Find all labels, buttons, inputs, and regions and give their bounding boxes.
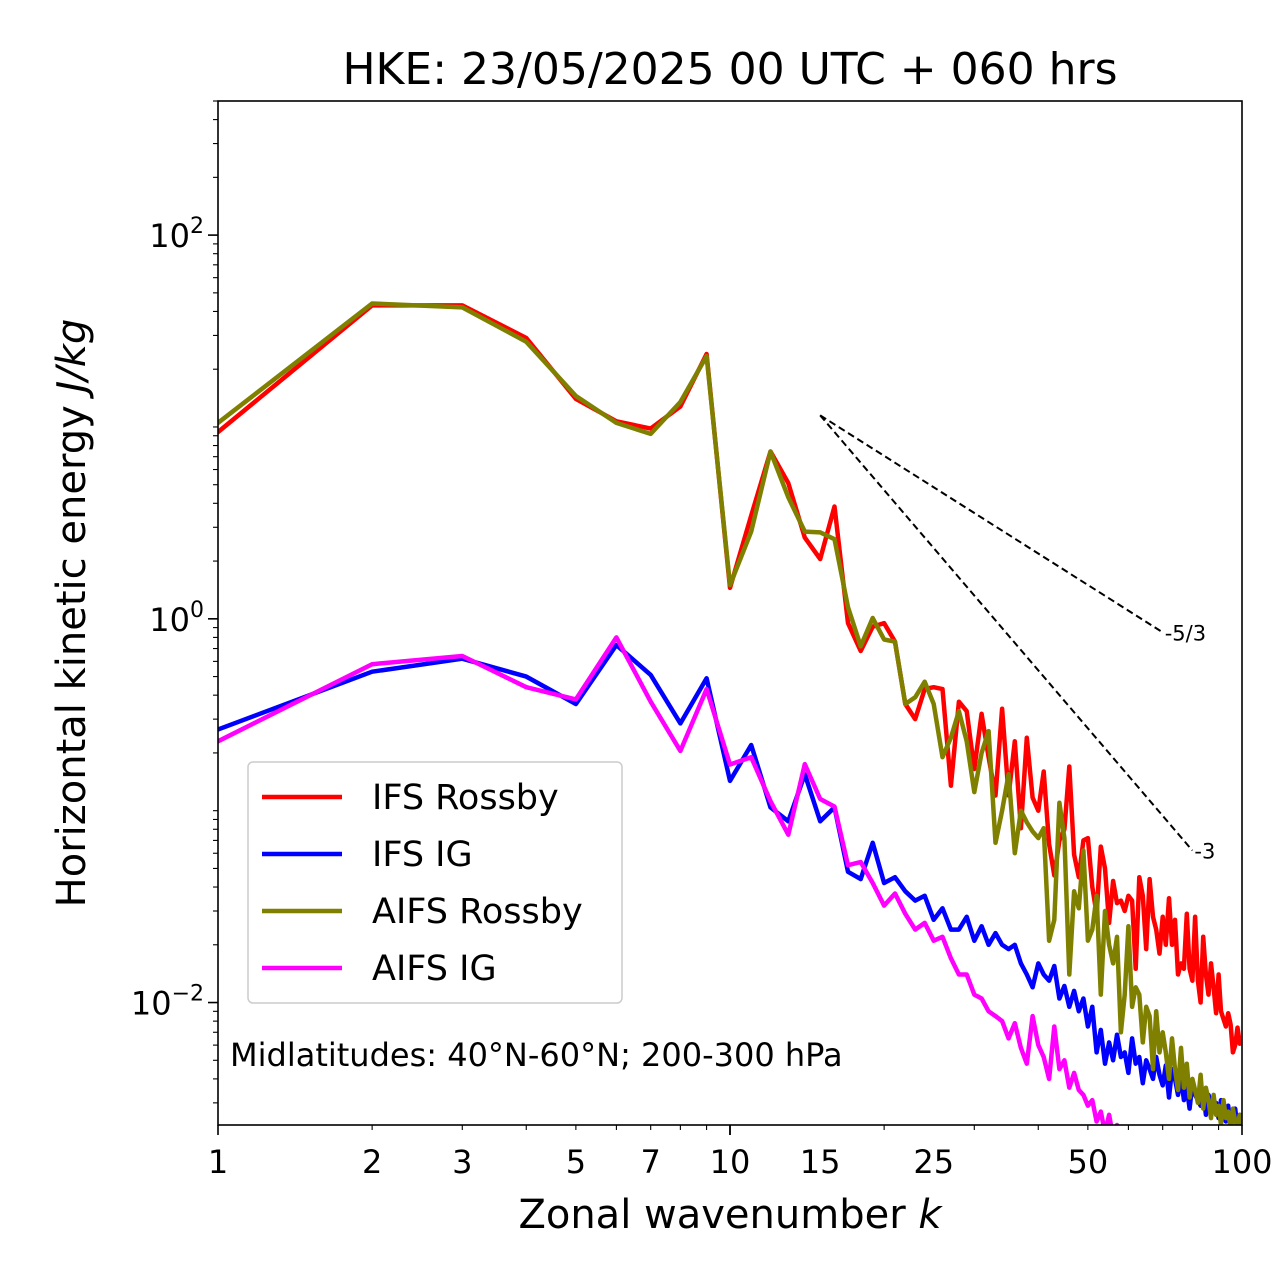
x-tick-label-0: 1 (208, 1143, 228, 1181)
legend-label-0: IFS Rossby (372, 778, 559, 818)
y-axis-label-main: Horizontal kinetic energy (49, 393, 95, 908)
slope-line-1 (819, 414, 1194, 852)
x-tick-label-4: 7 (641, 1143, 661, 1181)
series-line-3 (218, 635, 1120, 1125)
x-tick-label-6: 15 (800, 1143, 841, 1181)
reference-slopes: -5/3 -3 (819, 414, 1215, 864)
y-axis-ticks: 10−2 100 102 (131, 100, 218, 1104)
chart-title: HKE: 23/05/2025 00 UTC + 060 hrs (342, 44, 1117, 95)
legend-label-3: AIFS IG (372, 949, 497, 989)
legend-box (247, 761, 623, 1004)
series-line-2 (218, 301, 1242, 1125)
x-tick-label-2: 3 (452, 1143, 472, 1181)
x-tick-label-1: 2 (362, 1143, 382, 1181)
x-tick-label-3: 5 (566, 1143, 586, 1181)
x-axis-label-var: k (918, 1192, 943, 1238)
x-axis-label-main: Zonal wavenumber (518, 1192, 918, 1238)
slope-line-0 (819, 414, 1164, 634)
legend-entries: IFS Rossby IFS IG AIFS Rossby AIFS IG (262, 778, 583, 989)
slope-label-1: -3 (1194, 840, 1215, 864)
x-axis-ticks: 1 2 3 5 7 10 15 25 50 100 (208, 1125, 1273, 1181)
x-tick-label-5: 10 (710, 1143, 751, 1181)
legend-label-1: IFS IG (372, 835, 473, 875)
y-axis-label-var: J/kg (49, 319, 95, 400)
y-tick-label-2: 102 (149, 214, 204, 255)
region-annotation: Midlatitudes: 40°N-60°N; 200-300 hPa (230, 1036, 843, 1074)
y-axis-label: Horizontal kinetic energy J/kg (49, 319, 95, 908)
x-tick-label-8: 50 (1068, 1143, 1109, 1181)
series-layer (218, 301, 1242, 1125)
slope-label-0: -5/3 (1165, 621, 1206, 645)
y-tick-label-0: 10−2 (131, 982, 204, 1023)
x-axis-label: Zonal wavenumber k (518, 1192, 943, 1238)
x-tick-label-7: 25 (913, 1143, 954, 1181)
series-line-0 (218, 303, 1242, 1055)
legend-label-2: AIFS Rossby (372, 892, 583, 932)
legend: IFS Rossby IFS IG AIFS Rossby AIFS IG (247, 761, 623, 1004)
x-tick-label-9: 100 (1211, 1143, 1272, 1181)
y-tick-label-1: 100 (149, 598, 204, 639)
